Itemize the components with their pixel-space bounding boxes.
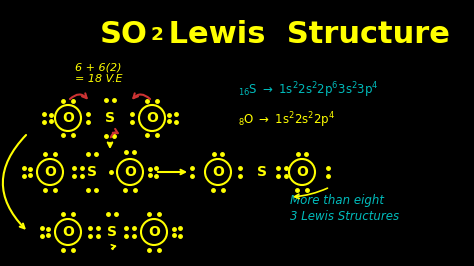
Text: 6 + 6(2): 6 + 6(2)	[75, 62, 121, 72]
Text: $_{16}$S $\rightarrow$ 1s$^2$2s$^2$2p$^6$3s$^2$3p$^4$: $_{16}$S $\rightarrow$ 1s$^2$2s$^2$2p$^6…	[238, 80, 379, 100]
Text: S: S	[107, 225, 117, 239]
Text: O: O	[212, 165, 224, 179]
Text: S: S	[87, 165, 97, 179]
Text: S: S	[257, 165, 267, 179]
Text: 3 Lewis Structures: 3 Lewis Structures	[290, 210, 399, 223]
Text: Lewis  Structure: Lewis Structure	[158, 20, 450, 49]
Text: O: O	[296, 165, 308, 179]
Text: $_8$O $\rightarrow$ 1s$^2$2s$^2$2p$^4$: $_8$O $\rightarrow$ 1s$^2$2s$^2$2p$^4$	[238, 110, 335, 130]
Text: S: S	[105, 111, 115, 125]
Text: = 18 V.E: = 18 V.E	[75, 74, 122, 84]
Text: More than eight: More than eight	[290, 194, 384, 207]
Text: O: O	[62, 111, 74, 125]
Text: O: O	[148, 225, 160, 239]
Text: O: O	[146, 111, 158, 125]
Text: O: O	[124, 165, 136, 179]
Text: O: O	[44, 165, 56, 179]
Text: O: O	[62, 225, 74, 239]
Text: SO: SO	[100, 20, 148, 49]
Text: 2: 2	[151, 26, 164, 44]
